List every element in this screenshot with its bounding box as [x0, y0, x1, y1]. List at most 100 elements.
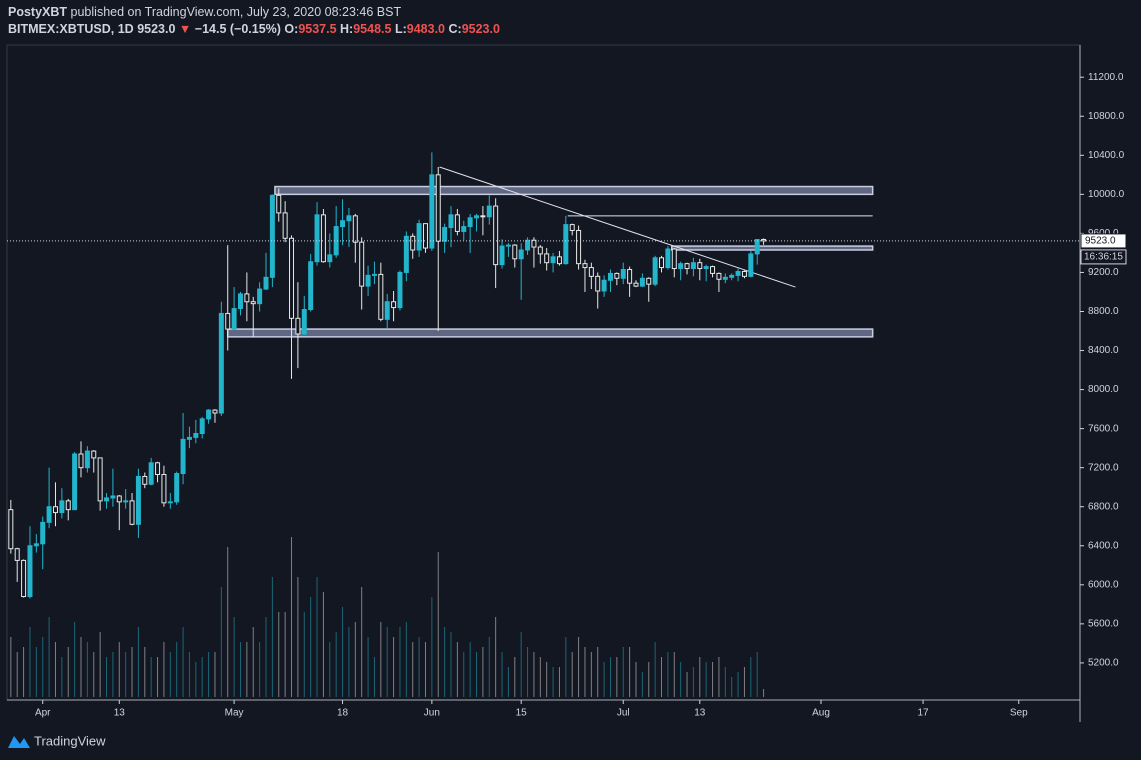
y-tick-label: 8000.0 [1088, 384, 1119, 395]
y-tick-label: 10800.0 [1088, 111, 1125, 122]
y-tick-label: 9200.0 [1088, 267, 1119, 278]
candle-body [193, 433, 199, 438]
candle-body [505, 244, 511, 247]
candle-body [27, 545, 33, 598]
y-tick-label: 7600.0 [1088, 423, 1119, 434]
candle-body [206, 409, 212, 420]
candle-body [754, 238, 760, 255]
legend: BITMEX:XBTUSD, 1D 9523.0 ▼ −14.5 (−0.15%… [8, 22, 500, 36]
candle-body [116, 495, 122, 503]
x-tick-label: Jun [424, 708, 440, 719]
candle-body [123, 500, 129, 503]
candle-body [474, 215, 480, 219]
candle-body [142, 475, 148, 485]
y-tick-label: 5200.0 [1088, 658, 1119, 669]
x-tick-label: May [225, 708, 244, 719]
candle-body [614, 272, 620, 279]
candle-body [8, 509, 14, 550]
brand: TradingView [34, 733, 106, 748]
c-value: 9523.0 [462, 22, 500, 36]
candle-body [716, 272, 722, 280]
candle-body [563, 224, 569, 265]
published: published on TradingView.com, July 23, 2… [71, 5, 402, 19]
candle-body [627, 269, 633, 284]
candle-body [512, 244, 518, 260]
x-tick-label: Apr [35, 708, 51, 719]
brand-logo: TradingView [8, 733, 106, 748]
candle-body [569, 224, 575, 231]
candle-body [59, 500, 65, 514]
candle-body [550, 256, 556, 264]
candle-body [365, 274, 371, 287]
candle-body [576, 229, 582, 265]
candle-body [225, 312, 231, 330]
candle-body [665, 248, 671, 269]
candle-body [237, 293, 243, 310]
candle-body [33, 543, 39, 547]
y-tick-label: 8400.0 [1088, 345, 1119, 356]
x-tick-label: 17 [918, 708, 930, 719]
candle-body [320, 214, 326, 263]
candle-body [135, 475, 141, 525]
candle-body [722, 276, 728, 280]
candle-body [710, 266, 716, 274]
h-label: H: [340, 22, 353, 36]
candle-body [448, 214, 454, 229]
x-tick-label: 18 [337, 708, 349, 719]
candle-body [250, 301, 256, 305]
candle-body [174, 473, 180, 503]
y-tick-label: 8800.0 [1088, 306, 1119, 317]
candle-body [384, 301, 390, 320]
candle-body [14, 548, 20, 561]
publisher: PostyXBT [8, 5, 67, 19]
zone [670, 245, 874, 251]
candle-body [346, 215, 352, 222]
candle-body [52, 506, 58, 514]
candle-body [620, 269, 626, 279]
candle-body [741, 270, 747, 277]
candle-body [531, 239, 537, 248]
price-label-box [1080, 233, 1127, 249]
candle-body [314, 214, 320, 263]
candle-body [352, 215, 358, 243]
candle-body [104, 497, 110, 502]
symbol: BITMEX:XBTUSD, 1D [8, 22, 134, 36]
h-value: 9548.5 [353, 22, 391, 36]
candle-body [97, 457, 103, 502]
o-value: 9537.5 [298, 22, 336, 36]
candle-body [659, 257, 665, 269]
candle-body [646, 277, 652, 285]
header: PostyXBT published on TradingView.com, J… [8, 5, 401, 19]
candle-body [697, 262, 703, 270]
candle-body [518, 249, 524, 260]
candle-body [167, 501, 173, 504]
candle-body [282, 212, 288, 239]
candle-body [595, 275, 601, 292]
candle-body [78, 453, 84, 469]
candle-body [422, 223, 428, 249]
candle-body [607, 272, 613, 281]
candle-body [678, 263, 684, 270]
candle-body [684, 263, 690, 270]
candle-body [231, 308, 237, 330]
candle-body [340, 220, 346, 228]
plot-area [6, 44, 1081, 701]
candle-body [454, 214, 460, 232]
candle-body [359, 241, 365, 287]
candle-body [327, 254, 333, 263]
x-tick-label: Sep [1010, 708, 1028, 719]
logo-icon [8, 736, 30, 748]
candle-body [40, 521, 46, 545]
y-tick-label: 10000.0 [1088, 189, 1125, 200]
candle-body [212, 409, 218, 414]
candle-body [180, 438, 186, 475]
candle-body [537, 246, 543, 255]
candle-body [499, 245, 505, 266]
y-tick-label: 11200.0 [1088, 72, 1124, 83]
candle-body [735, 270, 741, 276]
candle-body [544, 253, 550, 264]
zone [274, 185, 874, 196]
candle-body [601, 279, 607, 292]
candle-body [155, 462, 161, 476]
